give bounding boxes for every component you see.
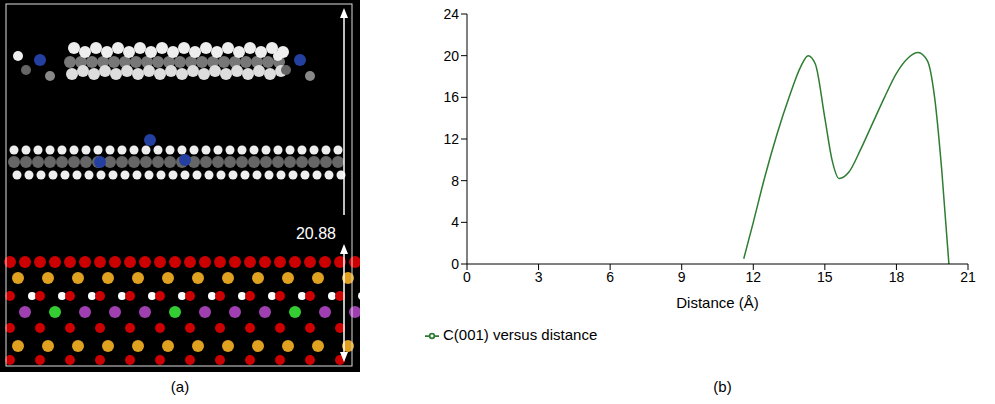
svg-text:Distance (Å): Distance (Å) [676, 294, 759, 311]
html-text:(b): (b) [713, 378, 732, 395]
svg-text:15: 15 [817, 269, 833, 285]
svg-text:12: 12 [745, 269, 761, 285]
svg-text:12: 12 [443, 131, 459, 147]
svg-text:4: 4 [451, 214, 459, 230]
svg-text:0: 0 [451, 256, 459, 272]
svg-text:18: 18 [889, 269, 905, 285]
svg-text:8: 8 [451, 173, 459, 189]
svg-text:24: 24 [443, 6, 459, 22]
svg-text:16: 16 [443, 89, 459, 105]
html-text:C(001) versus distance: C(001) versus distance [443, 326, 598, 343]
svg-text:20.88: 20.88 [296, 225, 336, 242]
svg-text:21: 21 [960, 269, 976, 285]
svg-text:6: 6 [606, 269, 614, 285]
svg-text:0: 0 [463, 269, 471, 285]
svg-text:20: 20 [443, 48, 459, 64]
svg-text:3: 3 [535, 269, 543, 285]
html-text:(a): (a) [170, 378, 190, 395]
svg-text:9: 9 [678, 269, 686, 285]
